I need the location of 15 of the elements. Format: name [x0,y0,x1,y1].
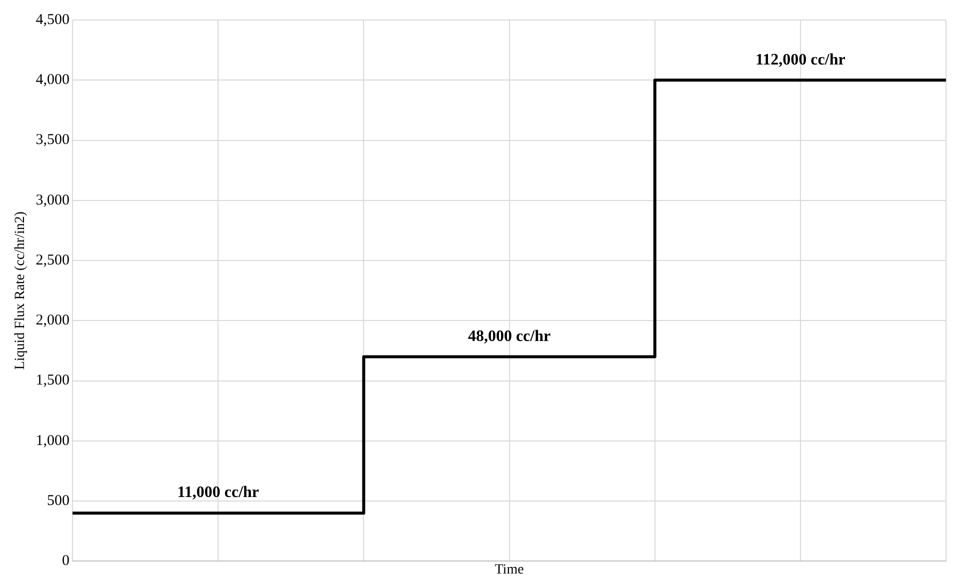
y-tick-label: 4,500 [36,12,70,28]
y-tick-label: 1,500 [36,372,70,389]
y-tick-label: 500 [47,493,70,510]
annotation: 112,000 cc/hr [756,51,846,68]
y-tick-label: 0 [62,553,70,570]
annotation: 11,000 cc/hr [177,484,260,502]
y-tick-label: 4,000 [36,72,70,88]
y-tick-label: 3,000 [36,192,70,208]
y-axis-title: Liquid Flux Rate (cc/hr/in2) [13,211,28,370]
y-tick-label: 2,500 [36,252,70,268]
x-axis-title: Time [494,562,524,578]
annotation: 48,000 cc/hr [468,328,551,345]
y-tick-label: 1,000 [36,432,70,449]
y-tick-label: 3,500 [36,132,70,148]
y-tick-label: 2,000 [36,312,70,329]
